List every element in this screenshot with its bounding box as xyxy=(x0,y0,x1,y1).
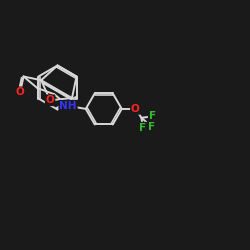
Text: F: F xyxy=(148,122,155,132)
Text: O: O xyxy=(131,104,140,114)
Text: O: O xyxy=(46,95,54,105)
Text: F: F xyxy=(149,112,156,122)
Text: O: O xyxy=(16,87,24,97)
Text: F: F xyxy=(139,123,146,133)
Text: NH: NH xyxy=(59,101,77,111)
